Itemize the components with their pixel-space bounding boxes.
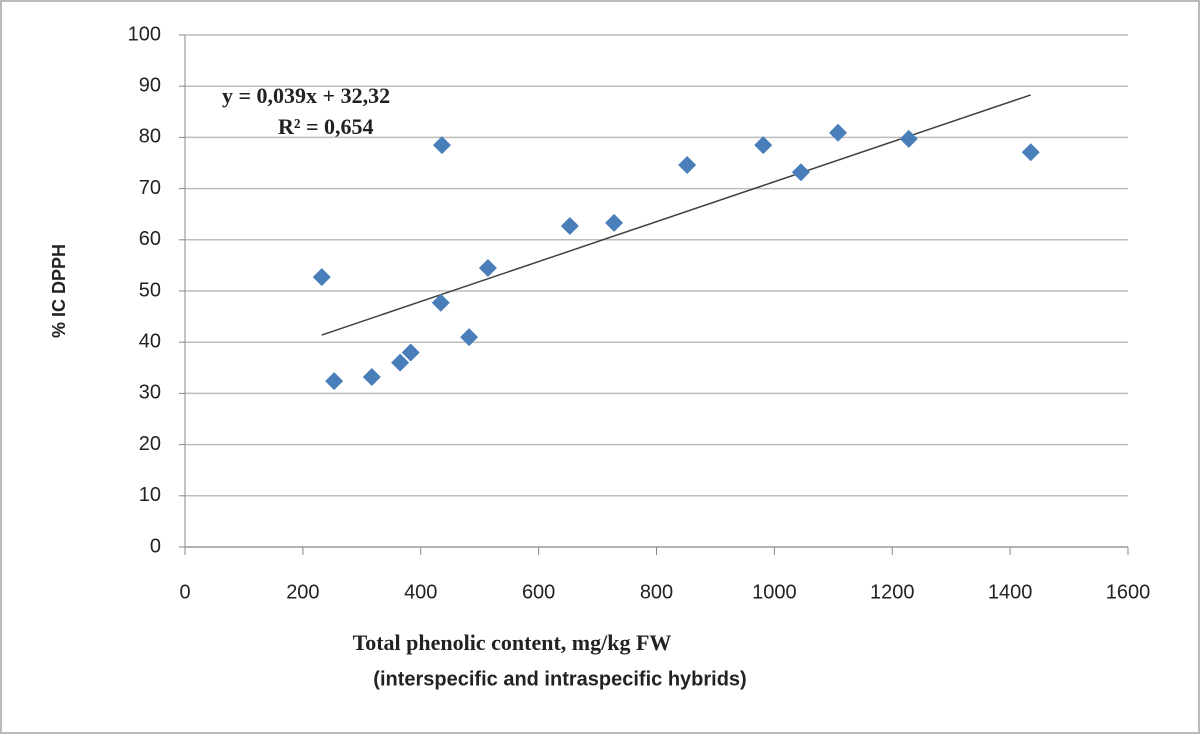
- point: [460, 328, 479, 347]
- point: [1021, 143, 1040, 162]
- point: [478, 258, 497, 277]
- x-axis-title: Total phenolic content, mg/kg FW: [353, 630, 672, 655]
- equation: y = 0,039x + 32,32: [222, 83, 390, 108]
- x-tick-label: 1000: [752, 581, 797, 603]
- x-tick-label: 200: [286, 581, 319, 603]
- x-tick-label: 600: [522, 581, 555, 603]
- point: [391, 353, 410, 372]
- point: [325, 372, 344, 391]
- r-squared: R² = 0,654: [278, 114, 374, 139]
- y-tick-label: 80: [139, 126, 161, 148]
- point: [829, 123, 848, 142]
- y-tick-label: 10: [139, 484, 161, 506]
- point: [791, 163, 810, 182]
- x-tick-label: 1400: [988, 581, 1033, 603]
- y-tick-label: 50: [139, 279, 161, 301]
- point: [605, 213, 624, 232]
- point: [312, 268, 331, 287]
- y-tick-label: 70: [139, 177, 161, 199]
- x-tick-label: 800: [640, 581, 673, 603]
- y-tick-label: 0: [150, 535, 161, 557]
- y-axis-title: % IC DPPH: [49, 244, 69, 338]
- y-tick-label: 90: [139, 74, 161, 96]
- x-tick-label: 0: [179, 581, 190, 603]
- point: [401, 343, 420, 362]
- x-tick-label: 1600: [1106, 581, 1151, 603]
- point: [560, 216, 579, 235]
- point: [678, 156, 697, 175]
- y-tick-label: 40: [139, 330, 161, 352]
- y-tick-label: 60: [139, 228, 161, 250]
- point: [362, 368, 381, 387]
- y-tick-label: 100: [128, 23, 161, 45]
- point: [431, 293, 450, 312]
- x-axis-title: (interspecific and intraspecific hybrids…: [373, 668, 746, 690]
- point: [899, 129, 918, 148]
- y-tick-label: 30: [139, 382, 161, 404]
- y-tick-label: 20: [139, 433, 161, 455]
- point: [754, 136, 773, 155]
- point: [432, 136, 451, 155]
- x-tick-label: 1200: [870, 581, 915, 603]
- x-tick-label: 400: [404, 581, 437, 603]
